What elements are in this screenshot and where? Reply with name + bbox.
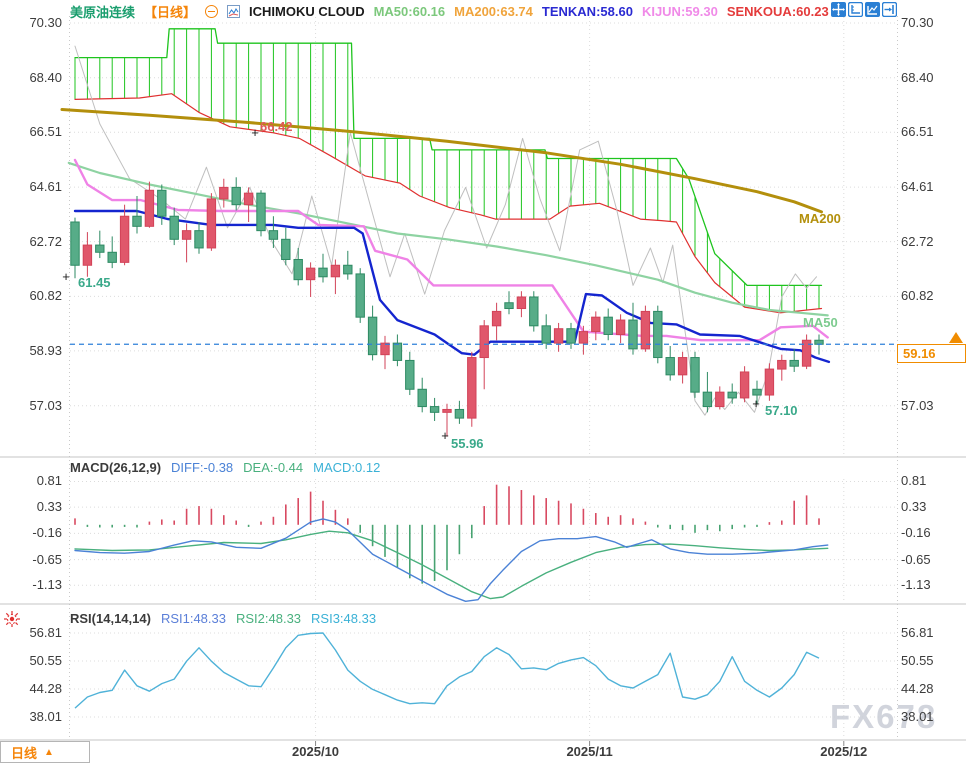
rsi3-value: RSI3:48.33	[311, 611, 377, 626]
macd-panel-header: MACD(26,12,9) DIFF:-0.38 DEA:-0.44 MACD:…	[70, 460, 380, 475]
period-tab-daily[interactable]: 日线 ▲	[0, 741, 90, 763]
symbol-name[interactable]: 美原油连续	[70, 5, 136, 20]
ma50-value: MA50:60.16	[373, 4, 446, 19]
move-crosshair-icon[interactable]	[831, 2, 846, 17]
chart-toolbar	[831, 1, 898, 18]
macd-diff-value: DIFF:-0.38	[171, 460, 234, 475]
chart-scale-icon[interactable]	[865, 2, 880, 17]
current-price-tag[interactable]: 59.16	[897, 344, 966, 363]
rsi-title[interactable]: RSI(14,14,14)	[70, 611, 151, 626]
axis-scale-icon[interactable]	[847, 1, 864, 18]
senkoua-value: SENKOUA:60.23	[726, 4, 829, 19]
mini-chart-icon[interactable]	[227, 5, 241, 18]
macd-title[interactable]: MACD(26,12,9)	[70, 460, 162, 475]
period-tab-label: 日线	[11, 745, 38, 761]
alert-sun-icon[interactable]	[3, 610, 21, 633]
rsi2-value: RSI2:48.33	[235, 611, 302, 626]
collapse-right-icon[interactable]	[881, 1, 898, 18]
chart-header: 美原油连续 【日线】 ICHIMOKU CLOUD MA50:60.16 MA2…	[70, 2, 829, 21]
kijun-value: KIJUN:59.30	[641, 4, 718, 19]
rsi1-value: RSI1:48.33	[160, 611, 226, 626]
macd-hist-value: MACD:0.12	[313, 460, 381, 475]
tab-up-arrow-icon: ▲	[44, 746, 54, 758]
ma200-value: MA200:63.74	[454, 4, 533, 19]
price-up-arrow-icon	[949, 332, 963, 343]
indicator-name[interactable]: ICHIMOKU CLOUD	[249, 4, 365, 19]
collapse-circle-icon[interactable]	[205, 5, 219, 18]
macd-dea-value: DEA:-0.44	[243, 460, 304, 475]
tenkan-value: TENKAN:58.60	[541, 4, 633, 19]
rsi-panel-header: RSI(14,14,14) RSI1:48.33 RSI2:48.33 RSI3…	[70, 611, 376, 626]
period-label[interactable]: 【日线】	[144, 5, 197, 20]
watermark: FX678	[830, 698, 938, 735]
